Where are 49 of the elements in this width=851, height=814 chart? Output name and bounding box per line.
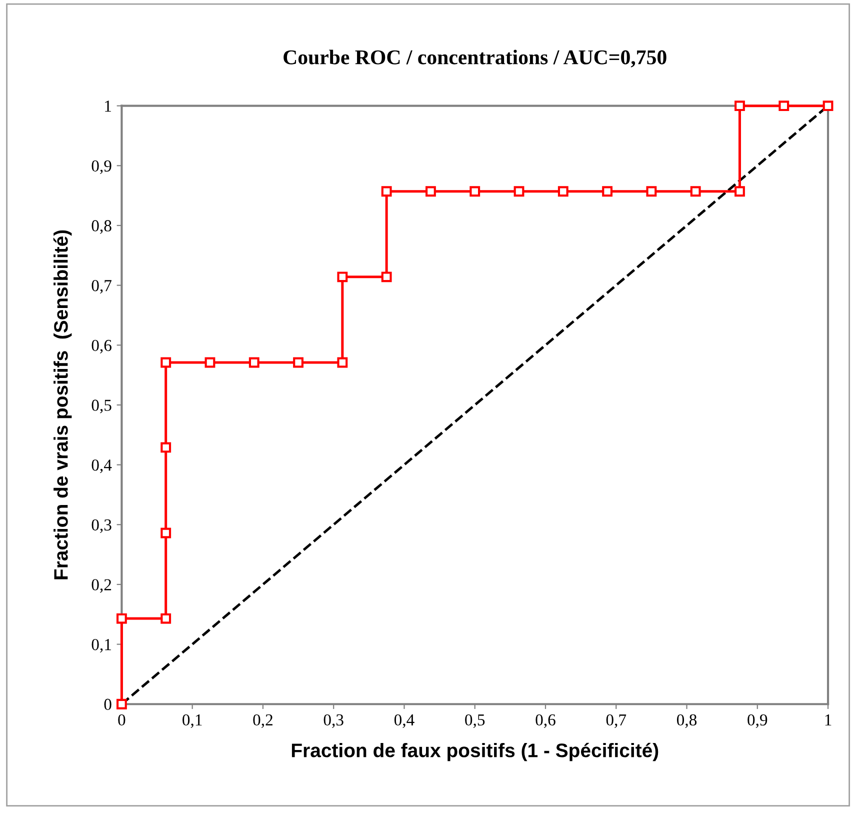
point — [160, 357, 172, 368]
point — [248, 357, 260, 368]
point — [514, 186, 524, 197]
point — [381, 272, 392, 282]
point — [778, 100, 790, 112]
x-tick-label: 0,1 — [182, 714, 202, 728]
point — [160, 442, 172, 453]
point — [160, 528, 172, 538]
y-tick-label: 1 — [105, 100, 111, 112]
x-tick-label: 0,7 — [606, 714, 626, 728]
x-tick-label: 0,3 — [324, 714, 344, 728]
y-tick-label: 0,6 — [92, 340, 112, 354]
point — [426, 186, 436, 197]
point — [381, 186, 392, 197]
x-tick-label: 0,2 — [253, 714, 272, 728]
y-axis-title: Fraction de vrais positifs (Sensibilité) — [53, 230, 72, 580]
y-tick-label: 0,3 — [92, 519, 112, 533]
point — [160, 613, 172, 624]
x-tick-label: 0,8 — [676, 714, 697, 728]
y-tick-label: 0,9 — [92, 160, 112, 174]
point — [293, 357, 304, 368]
chart-title: Courbe ROC / concentrations / AUC=0,750 — [284, 50, 666, 68]
x-tick-label: 0,9 — [748, 714, 768, 728]
x-tick-label: 1 — [825, 714, 832, 726]
point — [646, 186, 657, 197]
x-axis-title: Fraction de faux positifs (1 - Spécificité) — [292, 742, 658, 762]
point — [822, 100, 834, 112]
point — [558, 186, 568, 197]
point — [337, 357, 348, 368]
y-tick-label: 0,2 — [92, 579, 112, 593]
point — [734, 100, 745, 112]
point — [602, 186, 613, 197]
point — [116, 698, 127, 710]
y-tick-label: 0,4 — [92, 459, 112, 474]
x-tick-label: 0,6 — [536, 714, 556, 728]
x-tick-label: 0,5 — [465, 714, 485, 728]
x-tick-label: 0,4 — [394, 714, 414, 728]
y-tick-label: 0,5 — [92, 400, 112, 414]
point — [337, 272, 348, 282]
x-tick-label: 0 — [118, 714, 126, 726]
y-tick-label: 0 — [104, 698, 112, 710]
y-tick-label: 0,8 — [92, 220, 112, 234]
point — [204, 357, 216, 368]
point — [734, 186, 745, 197]
y-tick-label: 0,7 — [92, 280, 112, 294]
point — [470, 186, 480, 197]
y-tick-label: 0,1 — [92, 638, 111, 653]
point — [690, 186, 701, 197]
point — [116, 613, 127, 624]
